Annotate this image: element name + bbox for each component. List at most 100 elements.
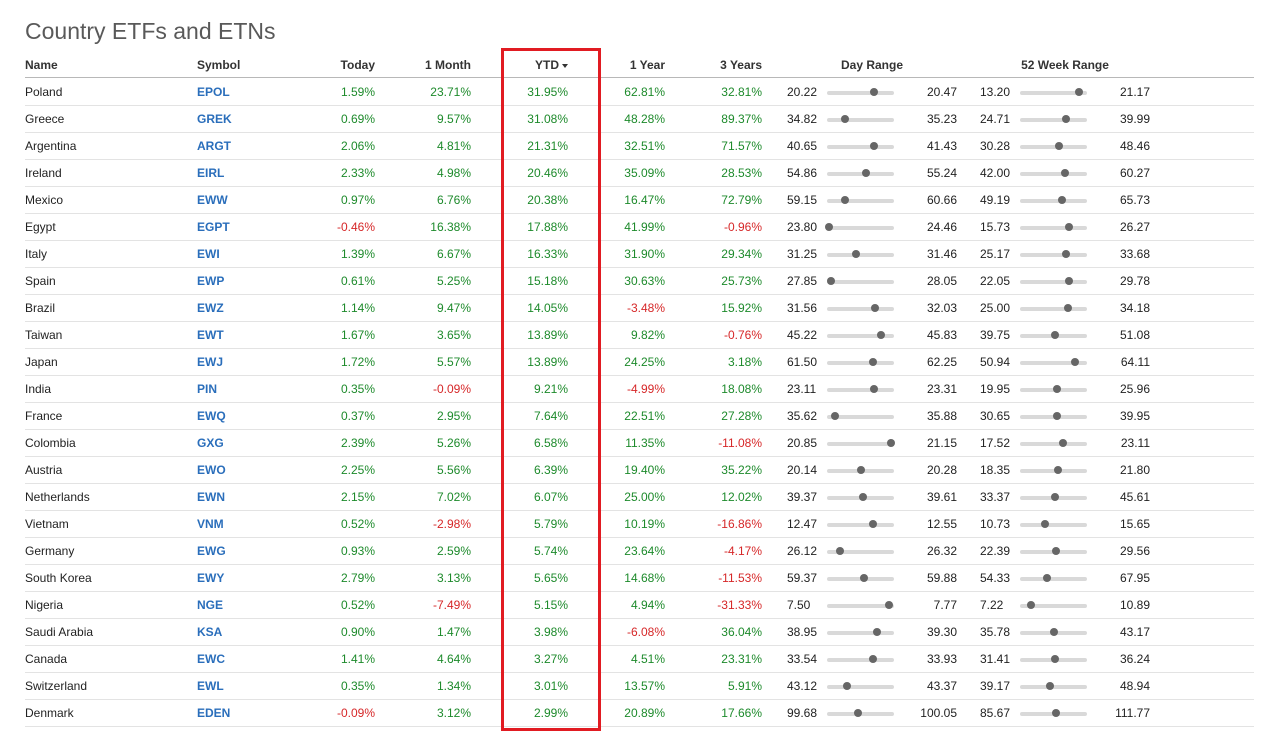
table-row[interactable]: Egypt EGPT -0.46% 16.38% 17.88% 41.99% -0.96% 2… xyxy=(25,214,1254,241)
symbol-link[interactable]: EWT xyxy=(197,328,224,342)
day-range-high: 41.43 xyxy=(926,139,957,153)
row-1-month: -7.49% xyxy=(432,598,471,612)
week52-range-bar xyxy=(1020,466,1087,474)
table-row[interactable]: Vietnam VNM 0.52% -2.98% 5.79% 10.19% -16.86% 1… xyxy=(25,511,1254,538)
week52-range-low: 85.67 xyxy=(980,706,1011,720)
day-range-low: 59.15 xyxy=(787,193,818,207)
table-row[interactable]: Nigeria NGE 0.52% -7.49% 5.15% 4.94% -31.33% 7.… xyxy=(25,592,1254,619)
symbol-link[interactable]: NGE xyxy=(197,598,224,612)
table-row[interactable]: Mexico EWW 0.97% 6.76% 20.38% 16.47% 72.79% 59.… xyxy=(25,187,1254,214)
symbol-link[interactable]: EWP xyxy=(197,274,225,288)
table-row[interactable]: Argentina ARGT 2.06% 4.81% 21.31% 32.51% 71.57… xyxy=(25,133,1254,160)
week52-range-bar xyxy=(1020,385,1087,393)
row-today: 1.59% xyxy=(340,85,375,99)
table-row[interactable]: Brazil EWZ 1.14% 9.47% 14.05% -3.48% 15.92% 31.… xyxy=(25,295,1254,322)
day-range: 99.68 100.05 xyxy=(787,700,957,726)
row-name: Argentina xyxy=(25,139,77,153)
symbol-link[interactable]: GREK xyxy=(197,112,232,126)
header-today[interactable]: Today xyxy=(340,58,375,72)
table-row[interactable]: Colombia GXG 2.39% 5.26% 6.58% 11.35% -11.08% 2… xyxy=(25,430,1254,457)
row-symbol-cell: EWG xyxy=(197,538,226,564)
row-3-years: -11.08% xyxy=(718,436,762,450)
symbol-link[interactable]: PIN xyxy=(197,382,218,396)
table-row[interactable]: Saudi Arabia KSA 0.90% 1.47% 3.98% -6.08% 36.0… xyxy=(25,619,1254,646)
symbol-link[interactable]: EWQ xyxy=(197,409,226,423)
table-row[interactable]: Canada EWC 1.41% 4.64% 3.27% 4.51% 23.31% 33.54… xyxy=(25,646,1254,673)
table-row[interactable]: Spain EWP 0.61% 5.25% 15.18% 30.63% 25.73% 27.8… xyxy=(25,268,1254,295)
table-row[interactable]: Taiwan EWT 1.67% 3.65% 13.89% 9.82% -0.76% 45.2… xyxy=(25,322,1254,349)
day-range-low: 54.86 xyxy=(787,166,818,180)
symbol-link[interactable]: EWN xyxy=(197,490,225,504)
symbol-link[interactable]: EWZ xyxy=(197,301,224,315)
table-row[interactable]: Germany EWG 0.93% 2.59% 5.74% 23.64% -4.17% 26.… xyxy=(25,538,1254,565)
header-symbol[interactable]: Symbol xyxy=(197,58,241,72)
table-row[interactable]: France EWQ 0.37% 2.95% 7.64% 22.51% 27.28% 35.6… xyxy=(25,403,1254,430)
row-3-years: 15.92% xyxy=(721,301,762,315)
day-range-high: 31.46 xyxy=(926,247,957,261)
row-1-year: 16.47% xyxy=(624,193,665,207)
table-row[interactable]: Denmark EDEN -0.09% 3.12% 2.99% 20.89% 17.66% 9… xyxy=(25,700,1254,727)
day-range-high: 35.23 xyxy=(926,112,957,126)
day-range-marker xyxy=(869,385,878,393)
symbol-link[interactable]: EWC xyxy=(197,652,225,666)
day-range-marker xyxy=(841,196,850,204)
table-row[interactable]: Austria EWO 2.25% 5.56% 6.39% 19.40% 35.22% 20.… xyxy=(25,457,1254,484)
symbol-link[interactable]: EWI xyxy=(197,247,220,261)
row-1-year: 35.09% xyxy=(624,166,665,180)
table-row[interactable]: Italy EWI 1.39% 6.67% 16.33% 31.90% 29.34% 31.2… xyxy=(25,241,1254,268)
row-1-month: 2.59% xyxy=(436,544,471,558)
row-3-years: -0.76% xyxy=(723,328,762,342)
table-row[interactable]: Japan EWJ 1.72% 5.57% 13.89% 24.25% 3.18% 61.50… xyxy=(25,349,1254,376)
header-ytd[interactable]: YTD xyxy=(471,56,568,77)
table-row[interactable]: Poland EPOL 1.59% 23.71% 31.95% 62.81% 32.81% 2… xyxy=(25,79,1254,106)
symbol-link[interactable]: EWY xyxy=(197,571,225,585)
header-52-week-range[interactable]: 52 Week Range xyxy=(1021,58,1109,72)
day-range-bar xyxy=(825,223,894,231)
day-range: 45.22 45.83 xyxy=(787,322,957,348)
day-range-high: 33.93 xyxy=(926,652,957,666)
week52-range-marker xyxy=(1053,466,1062,474)
symbol-link[interactable]: KSA xyxy=(197,625,223,639)
week52-range-low: 18.35 xyxy=(980,463,1011,477)
symbol-link[interactable]: VNM xyxy=(197,517,224,531)
day-range: 27.85 28.05 xyxy=(787,268,957,294)
table-row[interactable]: Ireland EIRL 2.33% 4.98% 20.46% 35.09% 28.53% 5… xyxy=(25,160,1254,187)
symbol-link[interactable]: GXG xyxy=(197,436,224,450)
table-row[interactable]: Switzerland EWL 0.35% 1.34% 3.01% 13.57% 5.91%… xyxy=(25,673,1254,700)
row-ytd: 9.21% xyxy=(533,382,568,396)
row-1-year: 31.90% xyxy=(624,247,665,261)
day-range: 54.86 55.24 xyxy=(787,160,957,186)
week52-range-high: 26.27 xyxy=(1119,220,1150,234)
row-3-years: 12.02% xyxy=(721,490,762,504)
row-1-month: 6.76% xyxy=(436,193,471,207)
week52-range: 30.65 39.95 xyxy=(980,403,1150,429)
header-1-year[interactable]: 1 Year xyxy=(629,58,665,72)
header-1-month[interactable]: 1 Month xyxy=(425,58,471,72)
row-symbol-cell: EWI xyxy=(197,241,220,267)
symbol-link[interactable]: EGPT xyxy=(197,220,230,234)
symbol-link[interactable]: EPOL xyxy=(197,85,230,99)
day-range: 23.80 24.46 xyxy=(787,214,957,240)
symbol-link[interactable]: EDEN xyxy=(197,706,231,720)
symbol-link[interactable]: EIRL xyxy=(197,166,225,180)
header-name[interactable]: Name xyxy=(25,58,58,72)
table-row[interactable]: Netherlands EWN 2.15% 7.02% 6.07% 25.00% 12.02… xyxy=(25,484,1254,511)
table-row[interactable]: Greece GREK 0.69% 9.57% 31.08% 48.28% 89.37% 34… xyxy=(25,106,1254,133)
symbol-link[interactable]: EWW xyxy=(197,193,228,207)
symbol-link[interactable]: EWO xyxy=(197,463,226,477)
day-range-bar xyxy=(827,601,894,609)
row-today: 0.37% xyxy=(340,409,375,423)
week52-range-marker xyxy=(1052,547,1061,555)
header-3-years[interactable]: 3 Years xyxy=(720,58,762,72)
row-symbol-cell: EWC xyxy=(197,646,225,672)
table-row[interactable]: South Korea EWY 2.79% 3.13% 5.65% 14.68% -11.5… xyxy=(25,565,1254,592)
row-1-month: 4.81% xyxy=(436,139,471,153)
symbol-link[interactable]: EWG xyxy=(197,544,226,558)
day-range-low: 38.95 xyxy=(787,625,818,639)
symbol-link[interactable]: EWL xyxy=(197,679,224,693)
header-day-range[interactable]: Day Range xyxy=(840,58,904,72)
table-row[interactable]: India PIN 0.35% -0.09% 9.21% -4.99% 18.08% 23.1… xyxy=(25,376,1254,403)
row-3-years: -31.33% xyxy=(717,598,762,612)
symbol-link[interactable]: EWJ xyxy=(197,355,224,369)
symbol-link[interactable]: ARGT xyxy=(197,139,231,153)
